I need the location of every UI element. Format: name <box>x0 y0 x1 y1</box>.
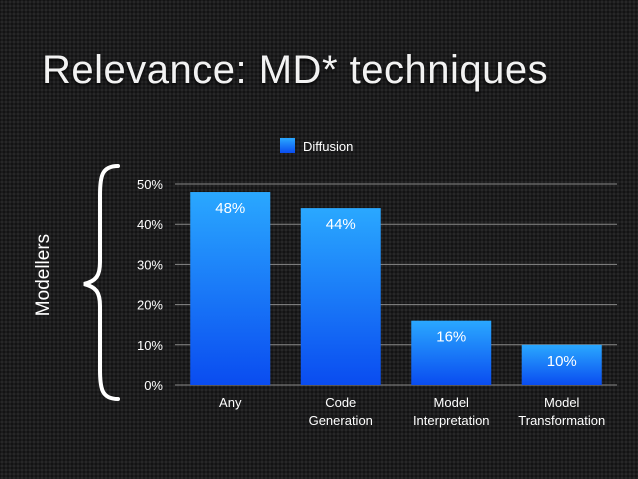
data-label: 44% <box>326 216 356 233</box>
x-category-label: Generation <box>309 413 373 428</box>
bars: 48% 44% 16% 10% <box>190 192 602 385</box>
x-category-label: Transformation <box>518 413 605 428</box>
brace-icon <box>83 164 120 401</box>
bar <box>190 192 271 385</box>
legend-swatch <box>280 138 295 153</box>
x-category-label: Model <box>434 395 470 410</box>
y-tick-label: 50% <box>137 177 163 192</box>
data-label: 16% <box>436 329 466 346</box>
y-axis-ticks: 0% 10% 20% 30% 40% 50% <box>137 177 163 393</box>
x-axis-categories: Any Code Generation Model Interpretation Mode… <box>219 395 605 428</box>
side-label: Modellers <box>33 234 54 316</box>
y-tick-label: 10% <box>137 338 163 353</box>
x-category-label: Model <box>544 395 580 410</box>
legend: Diffusion <box>280 138 353 154</box>
y-tick-label: 40% <box>137 217 163 232</box>
data-label: 10% <box>547 353 577 370</box>
bar <box>300 208 381 385</box>
x-category-label: Interpretation <box>413 413 490 428</box>
x-category-label: Code <box>325 395 356 410</box>
y-tick-label: 0% <box>144 378 163 393</box>
bar <box>411 320 492 385</box>
data-label: 48% <box>215 200 245 217</box>
legend-label: Diffusion <box>303 139 353 154</box>
y-tick-label: 30% <box>137 257 163 272</box>
slide-title: Relevance: MD* techniques <box>42 48 549 92</box>
bar <box>521 344 602 385</box>
x-category-label: Any <box>219 395 242 410</box>
y-tick-label: 20% <box>137 298 163 313</box>
